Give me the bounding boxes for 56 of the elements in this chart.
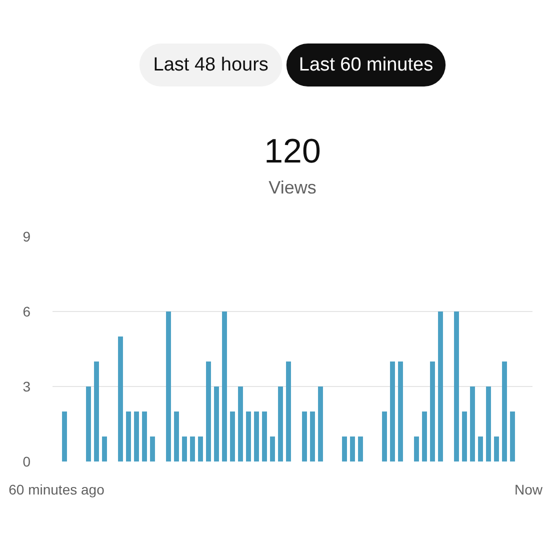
y-tick-label: 6: [22, 304, 31, 320]
bar: [62, 412, 67, 462]
bar: [254, 412, 259, 462]
chart-title: 120: [264, 132, 321, 170]
bar: [94, 362, 99, 462]
bar: [510, 412, 515, 462]
bar: [230, 412, 235, 462]
bar: [462, 412, 467, 462]
bar: [382, 412, 387, 462]
bar: [102, 436, 107, 462]
bar: [126, 412, 131, 462]
bar: [238, 386, 243, 462]
chart-subtitle: Views: [268, 178, 316, 198]
bar: [470, 386, 475, 462]
x-tick-label: Now: [514, 482, 544, 498]
y-tick-label: 9: [22, 228, 31, 244]
bar: [494, 436, 499, 462]
bar: [262, 412, 267, 462]
bar: [478, 436, 483, 462]
y-tick-label: 0: [22, 454, 31, 470]
y-tick-label: 3: [22, 378, 31, 394]
bar: [86, 386, 91, 462]
bar: [246, 412, 251, 462]
bar: [142, 412, 147, 462]
bar: [150, 436, 155, 462]
bar: [206, 362, 211, 462]
text: Last 48 hours: [153, 54, 268, 76]
bar: [422, 412, 427, 462]
bar: [414, 436, 419, 462]
bar: [358, 436, 363, 462]
bar: [390, 362, 395, 462]
bar: [286, 362, 291, 462]
bar: [190, 436, 195, 462]
bar: [270, 436, 275, 462]
bar: [302, 412, 307, 462]
bar: [214, 386, 219, 462]
bar: [174, 412, 179, 462]
bar: [278, 386, 283, 462]
bar: [398, 362, 403, 462]
bar: [134, 412, 139, 462]
bar: [318, 386, 323, 462]
text: Last 60 minutes: [298, 54, 434, 76]
bar: [454, 312, 459, 462]
bar: [486, 386, 491, 462]
bar: [222, 312, 227, 462]
bar: [430, 362, 435, 462]
bar: [310, 412, 315, 462]
x-tick-label: 60 minutes ago: [8, 482, 105, 498]
bar: [502, 362, 507, 462]
bar: [350, 436, 355, 462]
bar: [118, 336, 123, 462]
bar: [342, 436, 347, 462]
bar: [166, 312, 171, 462]
bar: [182, 436, 187, 462]
bar: [438, 312, 443, 462]
bar: [198, 436, 203, 462]
